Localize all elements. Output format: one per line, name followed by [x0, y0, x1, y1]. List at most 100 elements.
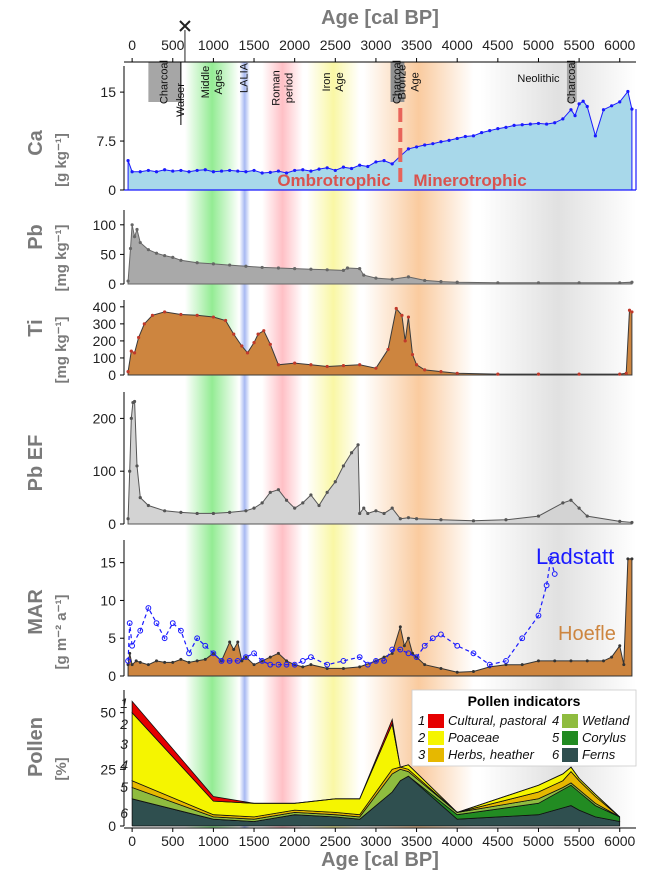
pb-area [127, 224, 633, 285]
mar-hoefle-point [179, 657, 183, 661]
mar-ladstatt-point [429, 635, 436, 642]
mar-hoefle-point [325, 666, 329, 670]
pbef-point [349, 451, 354, 455]
mar-ladstatt-point [251, 650, 257, 657]
mar-hoefle-point [126, 663, 130, 667]
mar-ylabel: MAR [25, 589, 47, 635]
mar-ladstatt-point [259, 657, 266, 664]
legend-label: Cultural, pastoral [448, 713, 547, 728]
ca-point [341, 165, 346, 169]
ca-point [317, 167, 321, 171]
mar-hoefle-point [585, 659, 589, 663]
pb-point [293, 267, 297, 271]
ti-point [403, 339, 407, 343]
mar-ladstatt-point [454, 642, 461, 649]
pb-point [630, 280, 634, 284]
ca-point [293, 168, 297, 173]
legend-swatch [562, 714, 578, 728]
pb-point [423, 278, 427, 283]
mar-ladstatt-point [145, 605, 152, 611]
ti-point [142, 322, 146, 326]
legend-label: Herbs, heather [448, 747, 535, 762]
ca-point [536, 121, 541, 126]
mar-ladstatt-point [503, 657, 509, 664]
mar-hoefle-point [276, 651, 280, 655]
ca-point [228, 168, 232, 173]
ti-point [374, 366, 378, 370]
period-label: Age [334, 72, 346, 92]
panel-mar [125, 555, 634, 677]
bottom-xtick-label: 1000 [198, 833, 229, 849]
mar-hoefle-point [402, 644, 406, 648]
ti-point [163, 310, 167, 314]
ti-ytick-label: 0 [108, 367, 116, 383]
mar-ladstatt-point [364, 661, 371, 668]
ti-point [132, 351, 137, 355]
pbef-point [260, 501, 264, 505]
pbef-point [284, 498, 289, 502]
ca-point [581, 99, 585, 103]
pbef-point [406, 516, 411, 520]
charcoal-box [566, 62, 577, 102]
ca-point [630, 107, 634, 111]
ti-point [325, 364, 329, 369]
ca-point [138, 170, 142, 174]
period-label: Charcoal [391, 60, 403, 104]
legend-num: 4 [552, 713, 559, 728]
pb-point [163, 253, 167, 258]
ti-point [386, 347, 390, 352]
mar-ladstatt-point [226, 657, 233, 664]
mar-ladstatt-point [397, 646, 404, 653]
bottom-xtick-label: 2500 [320, 833, 351, 849]
ca-point [447, 138, 451, 142]
pbef-point [333, 480, 337, 484]
pbef-point [301, 501, 305, 505]
pbef-point [138, 496, 142, 500]
pbef-point [366, 511, 370, 516]
pbef-point [268, 490, 272, 494]
top-xtick-label: 5500 [564, 37, 595, 53]
ca-point [309, 169, 313, 173]
pbef-point [211, 511, 215, 516]
mar-ladstatt-point [267, 661, 274, 668]
mar-hoefle-point [553, 659, 557, 663]
bottom-xtick-label: 500 [161, 833, 185, 849]
panel-pbef [126, 399, 634, 525]
mar-ladstatt-point [129, 642, 136, 649]
mar-ladstatt-point [470, 650, 477, 657]
top-xtick-label: 1000 [198, 37, 229, 53]
mar-ladstatt-point [389, 646, 396, 653]
pbef-point [630, 520, 634, 525]
mar-hoefle-point [411, 651, 415, 655]
mar-hoefle-point [618, 644, 622, 648]
period-label: Roman [270, 70, 282, 105]
pbef-point [471, 519, 476, 523]
mar-hoefle-point [130, 663, 134, 667]
ca-point [126, 159, 130, 163]
pbef-point [135, 464, 139, 468]
pbef-point [382, 511, 386, 516]
mar-ladstatt-point [324, 661, 331, 668]
ca-point [601, 108, 606, 112]
ca-point [268, 170, 272, 174]
pbef-point [126, 517, 130, 521]
ti-point [577, 372, 581, 376]
pbef-point [414, 517, 419, 521]
pb-ytick-label: 50 [100, 246, 116, 262]
pb-point [195, 261, 199, 265]
ti-point [455, 371, 459, 375]
pollen-ytick-label: 25 [100, 761, 116, 777]
ca-point [577, 102, 581, 106]
pb-point [171, 255, 175, 259]
period-label: Ages [213, 69, 225, 95]
pbef-point [317, 503, 321, 508]
ti-ytick-label: 100 [93, 350, 117, 366]
pb-unit: [mg kg⁻¹] [53, 224, 70, 291]
bottom-xtick-label: 6000 [604, 833, 635, 849]
ca-point [414, 145, 419, 149]
ti-point [627, 308, 632, 312]
mar-ladstatt-point [340, 657, 347, 664]
pb-point [211, 262, 215, 266]
mar-hoefle-point [610, 655, 614, 659]
mar-hoefle-point [252, 663, 256, 667]
